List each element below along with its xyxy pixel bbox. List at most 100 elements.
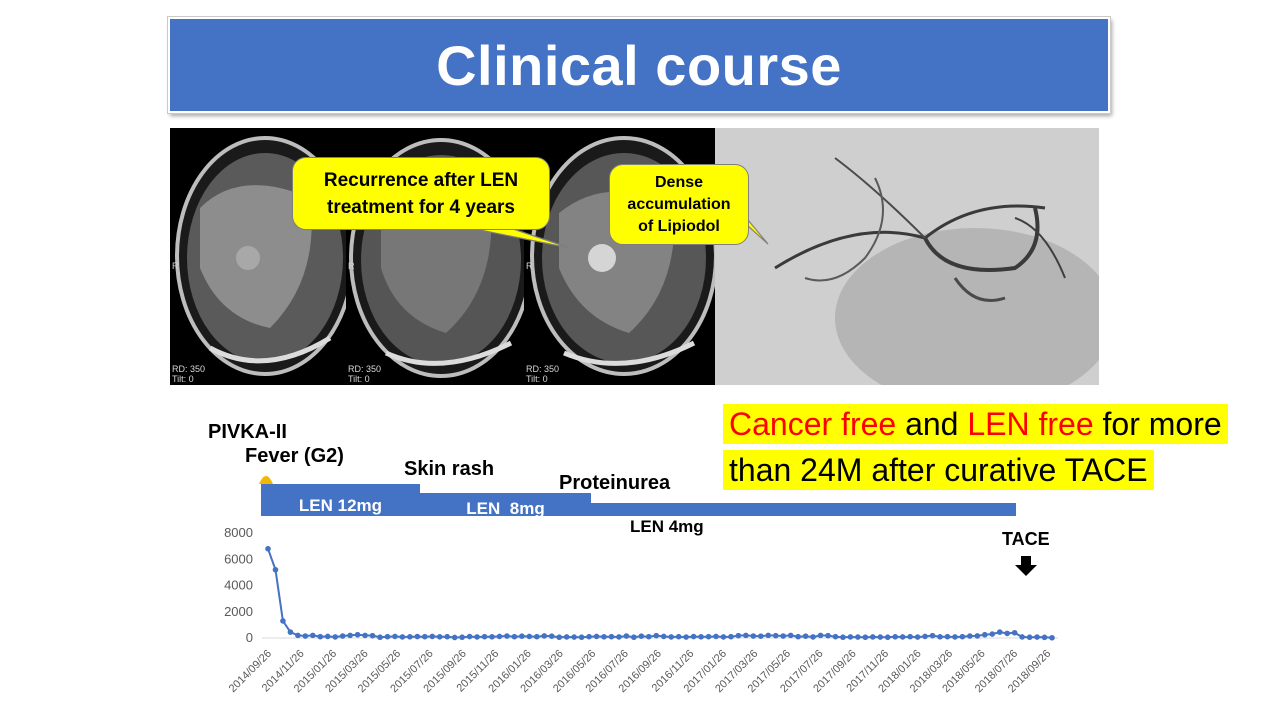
- data-point: [840, 634, 846, 641]
- data-point: [1049, 634, 1055, 641]
- rd-label: RD: 350: [172, 364, 206, 374]
- for-more-text: for more: [1093, 406, 1222, 442]
- data-point: [974, 633, 981, 639]
- data-point: [743, 632, 749, 639]
- tace-label: TACE: [1002, 529, 1050, 549]
- y-tick-label: 2000: [224, 604, 253, 619]
- data-point: [571, 634, 577, 640]
- len-8mg-bar: LEN 8mg: [420, 493, 591, 516]
- data-point: [713, 633, 719, 640]
- data-point: [399, 634, 406, 640]
- data-point: [310, 632, 316, 639]
- data-point: [720, 634, 727, 640]
- rd-label: RD: 350: [348, 364, 382, 374]
- data-point: [982, 631, 988, 638]
- data-point: [772, 632, 779, 639]
- data-point: [631, 634, 637, 641]
- data-point: [892, 634, 898, 640]
- data-point: [586, 633, 592, 640]
- y-tick-label: 0: [246, 630, 253, 645]
- data-point: [1026, 634, 1033, 641]
- data-point: [369, 632, 376, 639]
- data-point: [832, 633, 839, 640]
- data-point: [810, 634, 816, 640]
- data-point: [332, 634, 339, 640]
- data-point: [899, 634, 906, 640]
- data-point: [451, 634, 458, 641]
- data-point: [870, 634, 876, 640]
- data-point: [339, 633, 346, 639]
- data-point: [668, 634, 674, 640]
- data-point: [474, 634, 480, 640]
- callout-recurrence: Recurrence after LEN treatment for 4 yea…: [292, 157, 550, 230]
- data-point: [466, 633, 473, 640]
- angiography-image: [715, 128, 1099, 385]
- tilt-label: Tilt: 0: [348, 374, 370, 384]
- data-point: [407, 634, 413, 640]
- data-point: [855, 634, 861, 640]
- data-point: [683, 634, 689, 640]
- data-point: [601, 634, 607, 640]
- tilt-label: Tilt: 0: [526, 374, 548, 384]
- page-title: Clinical course: [168, 17, 1110, 113]
- data-point: [825, 632, 831, 639]
- data-point: [944, 633, 951, 640]
- pivka-series-line: [267, 548, 1053, 639]
- data-point: [817, 632, 824, 639]
- data-point: [429, 633, 436, 640]
- data-point: [877, 634, 884, 640]
- data-point: [802, 633, 809, 639]
- data-point: [735, 632, 742, 639]
- data-point: [578, 634, 585, 641]
- data-point: [414, 633, 421, 640]
- data-point: [690, 633, 697, 640]
- data-point: [952, 634, 958, 640]
- len-free-text: LEN free: [967, 406, 1094, 442]
- data-point: [937, 634, 943, 640]
- data-point: [929, 632, 936, 639]
- callout-lipiodol: Dense accumulation of Lipiodol: [609, 164, 749, 245]
- data-point: [459, 634, 465, 641]
- data-point: [646, 633, 652, 640]
- data-point: [780, 633, 786, 639]
- len-4mg-label: LEN 4mg: [630, 517, 704, 536]
- data-point: [1019, 634, 1025, 640]
- data-point: [914, 634, 921, 640]
- data-point: [660, 633, 667, 640]
- side-marker: R: [172, 261, 179, 271]
- data-point: [384, 633, 391, 640]
- and-text: and: [896, 406, 968, 442]
- data-point: [563, 634, 570, 640]
- data-point: [787, 632, 794, 639]
- skin-rash-event: Skin rash: [404, 458, 495, 480]
- len-12mg-bar: LEN 12mg: [261, 484, 420, 516]
- data-point: [362, 632, 368, 639]
- data-point: [265, 545, 271, 552]
- data-point: [317, 633, 324, 640]
- y-tick-label: 4000: [224, 578, 253, 593]
- data-point: [392, 633, 398, 640]
- data-point: [504, 633, 510, 639]
- outcome-line-1: Cancer free and LEN free for more: [723, 404, 1228, 444]
- data-point: [324, 633, 331, 640]
- data-point: [519, 633, 525, 639]
- data-point: [623, 633, 630, 639]
- data-point: [280, 618, 286, 624]
- len-4mg-bar: [591, 503, 1016, 516]
- data-point: [534, 633, 540, 640]
- data-point: [1034, 634, 1040, 640]
- data-point: [608, 633, 615, 640]
- data-point: [354, 631, 361, 638]
- data-point: [422, 633, 428, 640]
- data-point: [436, 634, 443, 640]
- data-point: [698, 634, 704, 640]
- data-point: [638, 633, 645, 639]
- data-point: [593, 633, 600, 640]
- data-point: [526, 633, 533, 640]
- side-marker: R: [526, 261, 533, 271]
- cancer-free-text: Cancer free: [729, 406, 897, 442]
- fever-event: Fever (G2): [245, 445, 344, 467]
- data-point: [907, 633, 913, 640]
- data-point: [616, 634, 622, 640]
